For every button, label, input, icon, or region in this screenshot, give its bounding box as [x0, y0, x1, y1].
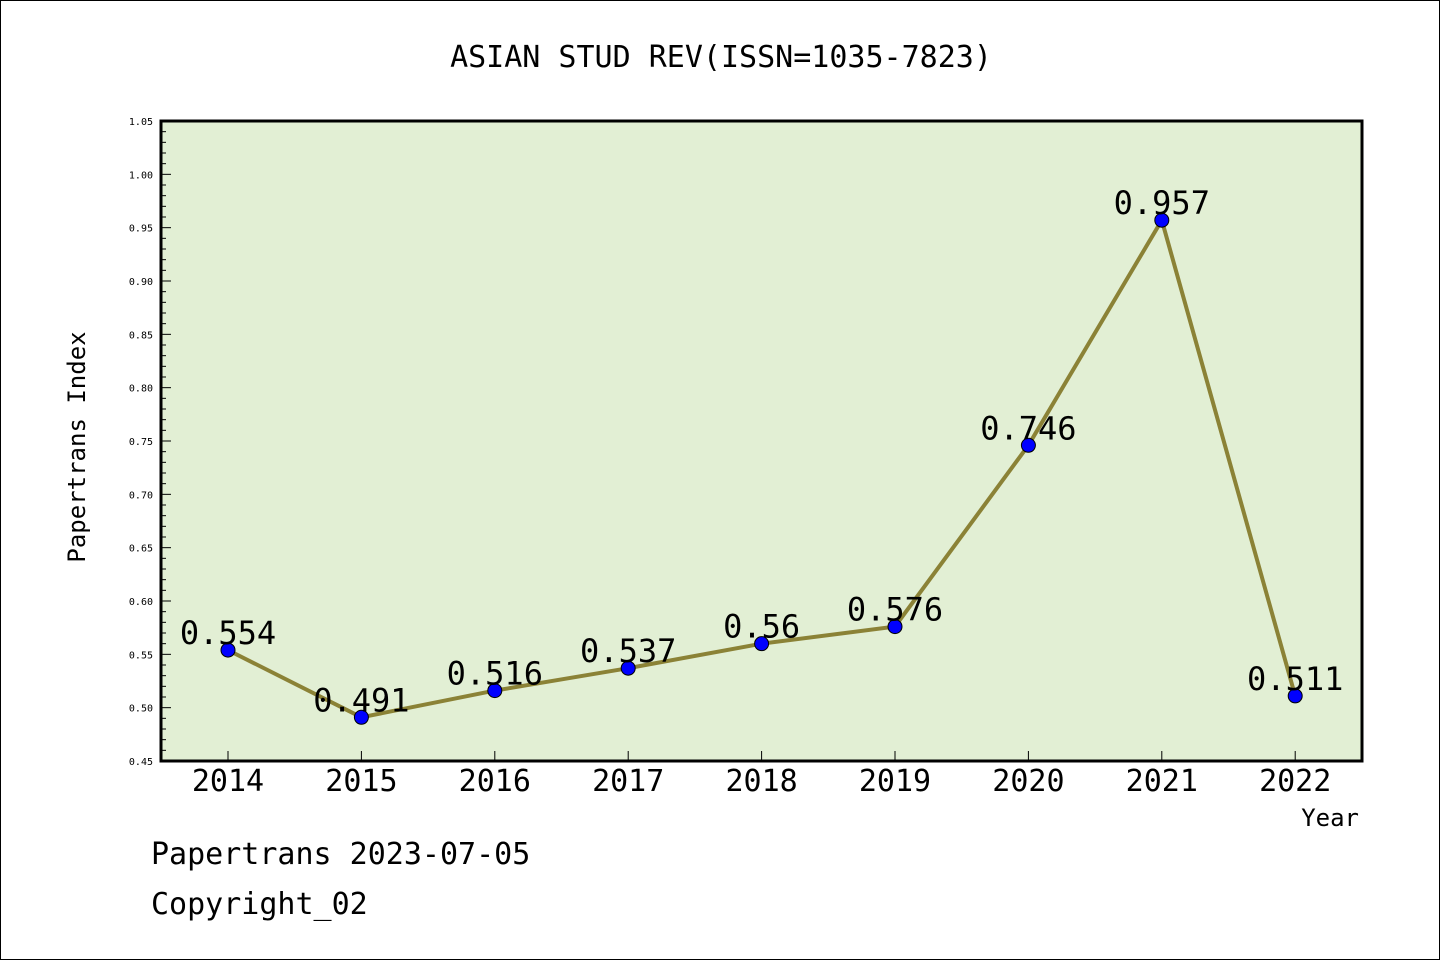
- data-label: 0.537: [580, 632, 676, 670]
- x-tick-label: 2019: [859, 764, 931, 799]
- y-tick-label: 1.00: [129, 170, 153, 181]
- data-label: 0.56: [723, 608, 800, 646]
- data-point: [220, 642, 236, 658]
- data-point: [1154, 212, 1170, 228]
- y-tick-label: 0.50: [129, 704, 153, 715]
- y-axis: 0.45 0.50 0.55 0.60 0.65 0.70 0.75 0.80 0.85 0.90…: [129, 117, 171, 768]
- data-points: [220, 212, 1303, 725]
- plot-border: [159, 119, 1364, 763]
- y-tick-label: 0.85: [129, 330, 153, 341]
- data-point: [487, 683, 503, 699]
- footer-date: Papertrans 2023-07-05: [151, 837, 530, 872]
- x-tick-label: 2017: [592, 764, 664, 799]
- data-point: [754, 636, 770, 652]
- chart-title: ASIAN STUD REV(ISSN=1035-7823): [450, 40, 992, 75]
- data-label: 0.516: [447, 655, 543, 693]
- y-tick-label: 0.55: [129, 650, 153, 661]
- x-tick-label: 2018: [725, 764, 797, 799]
- data-point: [887, 619, 903, 635]
- x-tick-label: 2020: [992, 764, 1064, 799]
- x-axis-label: Year: [1301, 804, 1359, 832]
- data-label: 0.554: [180, 614, 276, 652]
- y-tick-label: 0.90: [129, 277, 153, 288]
- y-tick-label: 1.05: [129, 117, 153, 128]
- data-label: 0.957: [1114, 184, 1210, 222]
- data-point: [1020, 437, 1036, 453]
- y-tick-label: 0.65: [129, 544, 153, 555]
- y-axis-label: Papertrans Index: [63, 331, 91, 562]
- x-tick-label: 2021: [1126, 764, 1198, 799]
- data-point: [620, 660, 636, 676]
- y-tick-label: 0.60: [129, 597, 153, 608]
- data-label: 0.746: [980, 409, 1076, 447]
- data-point: [353, 709, 369, 725]
- x-tick-label: 2022: [1259, 764, 1331, 799]
- y-tick-label: 0.70: [129, 490, 153, 501]
- footer-copyright: Copyright_02: [151, 887, 368, 922]
- data-label: 0.511: [1247, 660, 1343, 698]
- y-tick-label: 0.45: [129, 757, 153, 768]
- x-tick-label: 2016: [459, 764, 531, 799]
- x-tick-label: 2015: [325, 764, 397, 799]
- data-labels: 0.554 0.491 0.516 0.537 0.56 0.576 0.746 0.957 0…: [180, 184, 1344, 719]
- data-point: [1287, 688, 1303, 704]
- data-label: 0.576: [847, 591, 943, 629]
- x-tick-label: 2014: [192, 764, 264, 799]
- data-label: 0.491: [313, 681, 409, 719]
- y-tick-label: 0.95: [129, 224, 153, 235]
- x-axis: 2014 2015 2016 2017 2018 2019 2020 2021 2022: [192, 751, 1331, 799]
- y-tick-label: 0.80: [129, 384, 153, 395]
- y-tick-label: 0.75: [129, 437, 153, 448]
